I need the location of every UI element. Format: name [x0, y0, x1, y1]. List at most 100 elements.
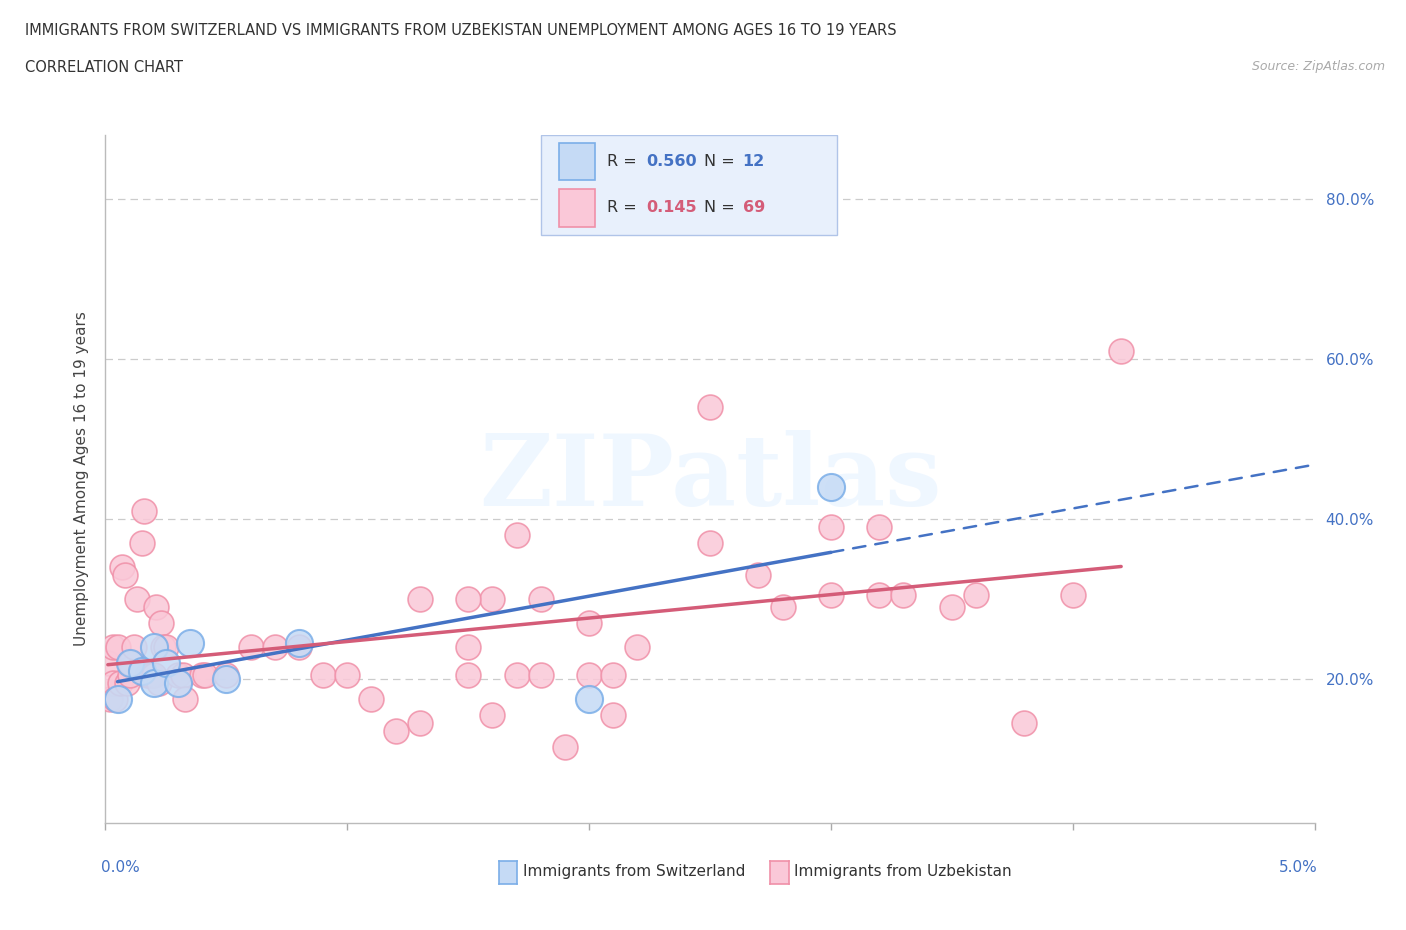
Point [602, 668, 624, 683]
Point [457, 591, 479, 606]
Point [578, 616, 600, 631]
Point [699, 536, 721, 551]
Text: Immigrants from Uzbekistan: Immigrants from Uzbekistan [794, 864, 1012, 879]
FancyBboxPatch shape [560, 189, 595, 227]
Point [155, 656, 177, 671]
Point [893, 588, 915, 603]
Point [820, 520, 842, 535]
Point [142, 675, 165, 690]
Point [174, 692, 197, 707]
Text: Source: ZipAtlas.com: Source: ZipAtlas.com [1251, 60, 1385, 73]
Point [107, 692, 129, 707]
Point [107, 640, 129, 655]
Y-axis label: Unemployment Among Ages 16 to 19 years: Unemployment Among Ages 16 to 19 years [73, 312, 89, 646]
Text: 0.560: 0.560 [645, 154, 696, 169]
Point [530, 591, 553, 606]
Point [457, 640, 479, 655]
Point [288, 640, 311, 655]
Point [288, 635, 311, 650]
Point [1062, 588, 1084, 603]
Point [215, 668, 238, 683]
Point [125, 591, 148, 606]
Point [114, 567, 136, 582]
Point [131, 664, 153, 679]
Point [1109, 343, 1132, 358]
Point [312, 668, 335, 683]
FancyBboxPatch shape [541, 135, 837, 234]
Point [772, 600, 794, 615]
Point [409, 715, 432, 730]
Text: Immigrants from Switzerland: Immigrants from Switzerland [523, 864, 745, 879]
Text: ZIPatlas: ZIPatlas [479, 431, 941, 527]
Point [104, 692, 127, 707]
Point [118, 656, 141, 671]
Point [142, 668, 165, 683]
Point [148, 675, 170, 690]
Point [409, 591, 432, 606]
Point [191, 668, 214, 683]
Point [111, 560, 134, 575]
Point [98, 692, 121, 707]
Point [118, 668, 141, 683]
Point [360, 692, 382, 707]
Point [101, 640, 124, 655]
Point [626, 640, 648, 655]
Point [554, 739, 576, 754]
Point [457, 668, 479, 683]
Point [138, 668, 160, 683]
Point [97, 656, 120, 671]
Text: IMMIGRANTS FROM SWITZERLAND VS IMMIGRANTS FROM UZBEKISTAN UNEMPLOYMENT AMONG AGE: IMMIGRANTS FROM SWITZERLAND VS IMMIGRANT… [25, 23, 897, 38]
Point [145, 600, 167, 615]
Point [239, 640, 262, 655]
Point [481, 708, 503, 723]
Point [152, 640, 174, 655]
Point [155, 640, 177, 655]
Text: 0.145: 0.145 [645, 201, 696, 216]
Point [384, 724, 406, 738]
Point [167, 668, 190, 683]
Text: 12: 12 [742, 154, 765, 169]
Point [602, 708, 624, 723]
Point [578, 692, 600, 707]
FancyBboxPatch shape [560, 142, 595, 180]
Point [115, 675, 138, 690]
Point [699, 400, 721, 415]
Point [172, 668, 194, 683]
Point [820, 588, 842, 603]
Point [820, 480, 842, 495]
Point [868, 520, 890, 535]
Text: 69: 69 [742, 201, 765, 216]
Text: N =: N = [704, 154, 740, 169]
Point [142, 640, 165, 655]
Point [134, 503, 156, 518]
Point [941, 600, 963, 615]
Point [101, 675, 124, 690]
Point [263, 640, 285, 655]
Text: 0.0%: 0.0% [101, 860, 141, 875]
Point [747, 567, 769, 582]
Point [505, 668, 527, 683]
Point [336, 668, 359, 683]
Point [131, 536, 153, 551]
Point [1014, 715, 1036, 730]
Point [124, 640, 146, 655]
Point [530, 668, 553, 683]
Text: 5.0%: 5.0% [1278, 860, 1317, 875]
Point [481, 591, 503, 606]
Text: R =: R = [607, 154, 643, 169]
Text: CORRELATION CHART: CORRELATION CHART [25, 60, 183, 75]
Text: R =: R = [607, 201, 643, 216]
Point [108, 675, 131, 690]
Point [505, 527, 527, 542]
Point [167, 675, 190, 690]
Point [150, 616, 173, 631]
Point [118, 656, 141, 671]
Point [135, 668, 157, 683]
Point [179, 635, 201, 650]
Point [194, 668, 217, 683]
Point [141, 668, 163, 683]
Point [578, 668, 600, 683]
Point [965, 588, 987, 603]
Point [215, 671, 238, 686]
Point [868, 588, 890, 603]
